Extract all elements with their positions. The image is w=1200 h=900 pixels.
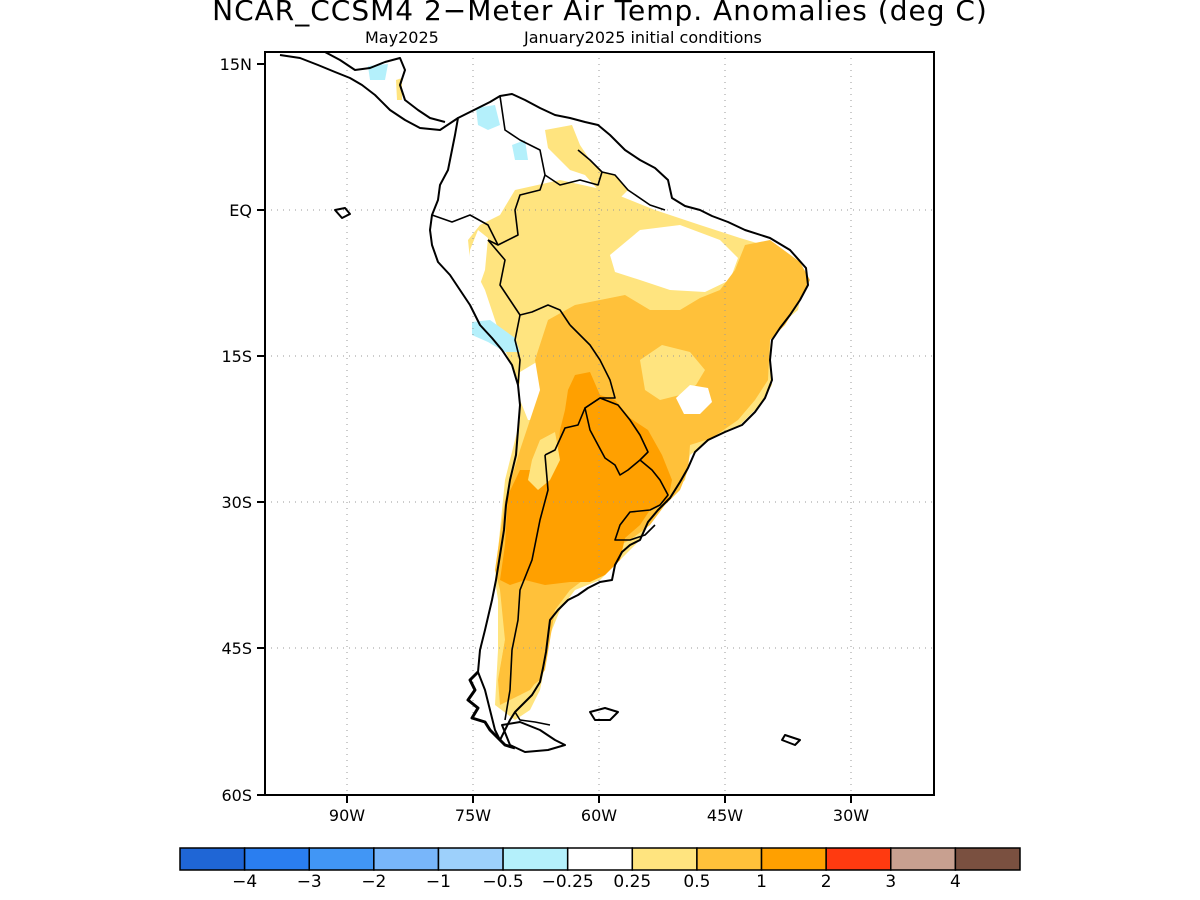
colorbar-swatch xyxy=(696,847,763,871)
colorbar-label: 0.5 xyxy=(683,872,710,892)
colorbar: −4 −3 −2 −1 −0.5 −0.25 0.25 0.5 1 2 3 4 xyxy=(179,847,1021,892)
colorbar-label: 0.25 xyxy=(613,872,651,892)
lat-label-15n: 15N xyxy=(220,55,252,74)
lat-ticks xyxy=(257,63,265,796)
colorbar-swatch xyxy=(760,847,827,871)
lat-labels: 15N EQ 15S 30S 45S 60S xyxy=(220,55,252,805)
lon-label-60w: 60W xyxy=(581,806,617,825)
colorbar-label: 2 xyxy=(821,872,832,892)
anomaly-gap-amazon xyxy=(610,225,738,292)
colorbar-label: −0.25 xyxy=(542,872,594,892)
colorbar-swatch xyxy=(890,847,957,871)
map-title: NCAR_CCSM4 2−Meter Air Temp. Anomalies (… xyxy=(212,0,988,27)
colorbar-label: −3 xyxy=(297,872,322,892)
anomaly-region-orange xyxy=(500,372,672,585)
lat-label-eq: EQ xyxy=(229,201,252,220)
lon-label-45w: 45W xyxy=(707,806,743,825)
anomaly-shading xyxy=(368,64,810,720)
south-georgia xyxy=(781,734,801,746)
colorbar-swatch xyxy=(373,847,440,871)
chilean-fjords xyxy=(466,670,516,750)
colorbar-swatch xyxy=(179,847,246,871)
anomaly-gap-brazil-inner xyxy=(676,385,712,414)
anomaly-region-pale-cyan-3 xyxy=(512,140,528,160)
lon-ticks xyxy=(346,795,852,803)
lat-label-45s: 45S xyxy=(221,639,252,658)
colorbar-label: 4 xyxy=(950,872,961,892)
anomaly-region-light-orange-patagonia xyxy=(500,588,550,700)
colorbar-label: 3 xyxy=(885,872,896,892)
anomaly-region-pale-yellow-north xyxy=(545,125,628,200)
lat-label-30s: 30S xyxy=(221,493,252,512)
lon-labels: 90W 75W 60W 45W 30W xyxy=(329,806,869,825)
anomaly-region-pale-cyan-2 xyxy=(476,105,500,130)
coastlines xyxy=(279,52,809,753)
colorbar-swatch xyxy=(308,847,375,871)
colorbar-label: −1 xyxy=(426,872,451,892)
colorbar-swatch xyxy=(825,847,892,871)
falkland-islands xyxy=(589,707,619,721)
colorbar-swatch xyxy=(566,847,634,871)
country-borders xyxy=(431,95,669,726)
lon-label-75w: 75W xyxy=(455,806,491,825)
colorbar-label: 1 xyxy=(756,872,767,892)
colorbar-swatch xyxy=(502,847,569,871)
south-america-coastline xyxy=(429,93,809,741)
anomaly-region-pale-yellow-andes xyxy=(528,432,560,490)
central-america-caribbean-coast xyxy=(324,52,446,123)
colorbar-label: −0.5 xyxy=(482,872,523,892)
colorbar-swatch xyxy=(631,847,698,871)
central-america-coast xyxy=(279,54,459,131)
anomaly-region-pale-cyan-1 xyxy=(368,64,388,80)
lon-label-90w: 90W xyxy=(329,806,365,825)
galapagos-islands xyxy=(334,207,351,219)
lat-label-60s: 60S xyxy=(221,786,252,805)
lon-label-30w: 30W xyxy=(833,806,869,825)
colorbar-label: −2 xyxy=(361,872,386,892)
colorbar-swatch xyxy=(437,847,504,871)
colorbar-label: −4 xyxy=(232,872,257,892)
colorbar-swatch xyxy=(243,847,310,871)
lat-label-15s: 15S xyxy=(221,347,252,366)
colorbar-swatch xyxy=(954,847,1021,871)
forecast-month: May2025 xyxy=(365,28,439,47)
initial-conditions: January2025 initial conditions xyxy=(524,28,762,47)
